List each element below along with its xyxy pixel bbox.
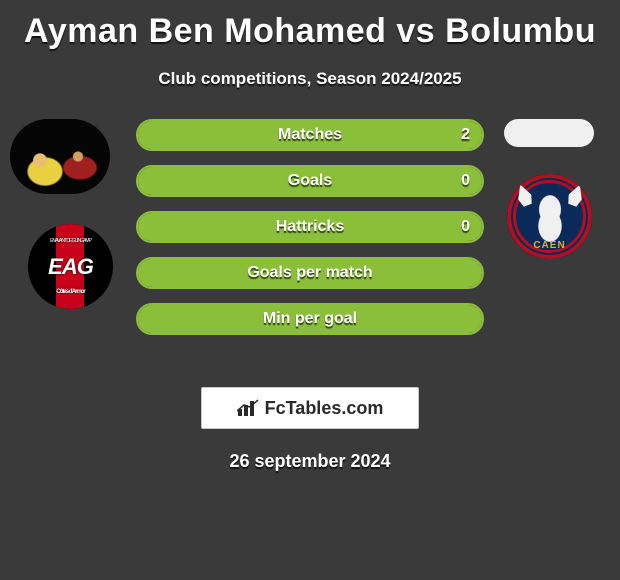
page-title: Ayman Ben Mohamed vs Bolumbu: [0, 0, 620, 51]
branding-text: FcTables.com: [265, 398, 384, 419]
stat-bar-row: Hattricks0: [136, 211, 484, 243]
stat-bar-row: Matches2: [136, 119, 484, 151]
stat-bar-row: Min per goal: [136, 303, 484, 335]
stat-bar-value: 0: [461, 213, 470, 241]
player-left-avatar: [10, 119, 110, 194]
page-subtitle: Club competitions, Season 2024/2025: [0, 69, 620, 89]
stat-bar-label: Matches: [138, 121, 482, 149]
club-right-badge: CAEN: [507, 174, 592, 259]
club-right-text: CAEN: [507, 240, 592, 251]
stat-bars-container: Matches2Goals0Hattricks0Goals per matchM…: [136, 119, 484, 349]
stat-bar-row: Goals per match: [136, 257, 484, 289]
branding-box: FcTables.com: [201, 387, 419, 429]
stat-bar-value: 0: [461, 167, 470, 195]
club-right-badge-inner: CAEN: [507, 174, 592, 259]
player-right-avatar: [504, 119, 594, 147]
footer-date: 26 september 2024: [0, 451, 620, 472]
stat-bar-label: Goals: [138, 167, 482, 195]
stat-bar-value: 2: [461, 121, 470, 149]
stat-bar-label: Min per goal: [138, 305, 482, 333]
comparison-stage: EN AVANT DE GUINGAMP EAG Côtes d'Armor C…: [0, 119, 620, 379]
viking-icon: [525, 192, 575, 242]
club-left-text-bottom: Côtes d'Armor: [28, 289, 113, 295]
stat-bar-label: Goals per match: [138, 259, 482, 287]
stat-bar-label: Hattricks: [138, 213, 482, 241]
club-left-badge-inner: EN AVANT DE GUINGAMP EAG Côtes d'Armor: [28, 224, 113, 309]
club-left-text-main: EAG: [48, 254, 93, 280]
bar-chart-icon: [237, 399, 259, 417]
club-left-text-top: EN AVANT DE GUINGAMP: [28, 238, 113, 244]
player-left-photo: [10, 119, 110, 194]
club-left-badge: EN AVANT DE GUINGAMP EAG Côtes d'Armor: [28, 224, 113, 309]
stat-bar-row: Goals0: [136, 165, 484, 197]
